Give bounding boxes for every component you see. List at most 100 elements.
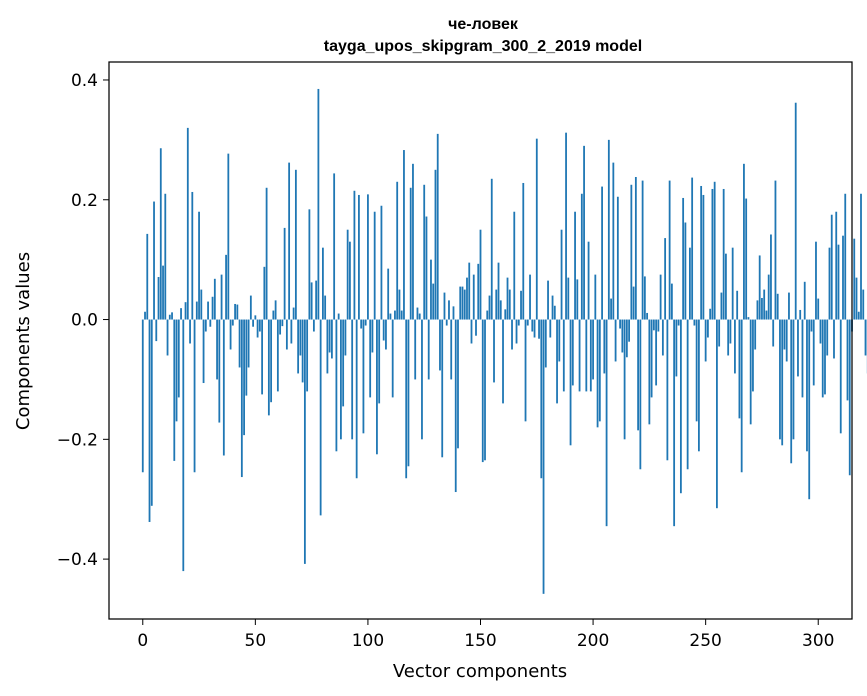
bar-20 [186,127,189,320]
bar-27 [202,319,205,384]
bar-81 [324,295,327,320]
bar-198 [587,241,590,320]
bar-296 [808,319,811,500]
bar-39 [229,319,232,350]
bar-14 [173,319,176,461]
bar-170 [524,319,527,422]
bar-171 [526,319,529,326]
bar-220 [637,319,640,431]
bar-246 [695,319,698,422]
bar-217 [630,184,633,320]
bar-43 [238,319,241,368]
bar-238 [677,319,680,326]
bar-179 [544,319,547,368]
bar-178 [542,319,545,594]
bar-173 [531,319,534,332]
bar-58 [272,310,275,320]
bar-87 [337,313,340,320]
bar-268 [745,198,748,320]
bar-series [141,88,867,594]
bar-219 [634,176,637,320]
bar-223 [643,276,646,320]
bar-112 [394,310,396,320]
bar-205 [603,319,606,374]
bar-180 [547,280,549,320]
bar-288 [790,319,793,464]
bar-94 [353,190,356,320]
bar-71 [301,319,304,383]
bar-145 [468,262,471,320]
bar-272 [754,319,757,350]
bar-206 [605,319,608,527]
bar-44 [240,319,243,478]
bar-233 [666,319,669,461]
bar-277 [765,310,768,320]
bar-201 [594,274,597,320]
bar-203 [598,319,601,422]
bar-310 [839,319,842,434]
bar-313 [846,319,849,401]
bar-236 [673,319,676,527]
bar-307 [833,319,835,359]
bar-127 [427,319,430,380]
bar-211 [616,196,619,320]
bar-111 [391,319,394,398]
bar-136 [448,300,450,320]
bar-214 [623,319,626,440]
bar-263 [734,319,736,374]
bar-240 [682,197,685,320]
bar-50 [254,315,257,320]
x-axis-label: Vector components [393,661,567,682]
bar-312 [844,193,847,320]
bar-191 [571,319,574,386]
bar-134 [443,292,446,320]
bar-118 [407,319,410,467]
bar-21 [189,319,191,344]
bar-129 [432,283,435,320]
x-tick-label: 100 [352,631,384,651]
bar-281 [774,180,777,320]
bar-122 [416,307,419,320]
bar-47 [247,319,250,368]
bar-23 [193,319,196,473]
bar-293 [801,319,804,398]
bar-274 [758,255,761,320]
bar-166 [515,319,518,344]
x-tick-label: 150 [464,631,496,651]
bar-256 [718,319,721,347]
bar-155 [490,178,493,320]
bar-101 [369,319,372,398]
bar-45 [243,319,245,436]
bar-174 [533,319,536,338]
bar-115 [400,310,403,320]
bar-260 [727,319,730,356]
bar-96 [358,194,360,320]
bar-22 [191,191,194,320]
bar-229 [657,319,660,332]
bar-270 [749,319,752,425]
bar-164 [511,319,513,350]
bar-15 [175,319,178,422]
bar-317 [855,277,858,320]
bar-193 [576,279,579,320]
bar-133 [441,319,444,458]
bar-248 [700,185,703,320]
bar-80 [321,247,324,320]
bar-99 [364,319,367,326]
bar-175 [535,138,538,320]
bar-131 [436,133,439,320]
bar-151 [481,319,484,463]
bar-207 [607,139,610,320]
bar-42 [236,304,239,320]
bar-148 [475,319,477,336]
bar-244 [691,177,694,320]
bar-237 [675,319,678,377]
bar-185 [558,319,561,362]
bar-51 [256,319,259,338]
bar-188 [565,132,567,320]
bar-283 [779,319,781,440]
bar-298 [812,319,815,386]
bar-318 [857,311,860,320]
